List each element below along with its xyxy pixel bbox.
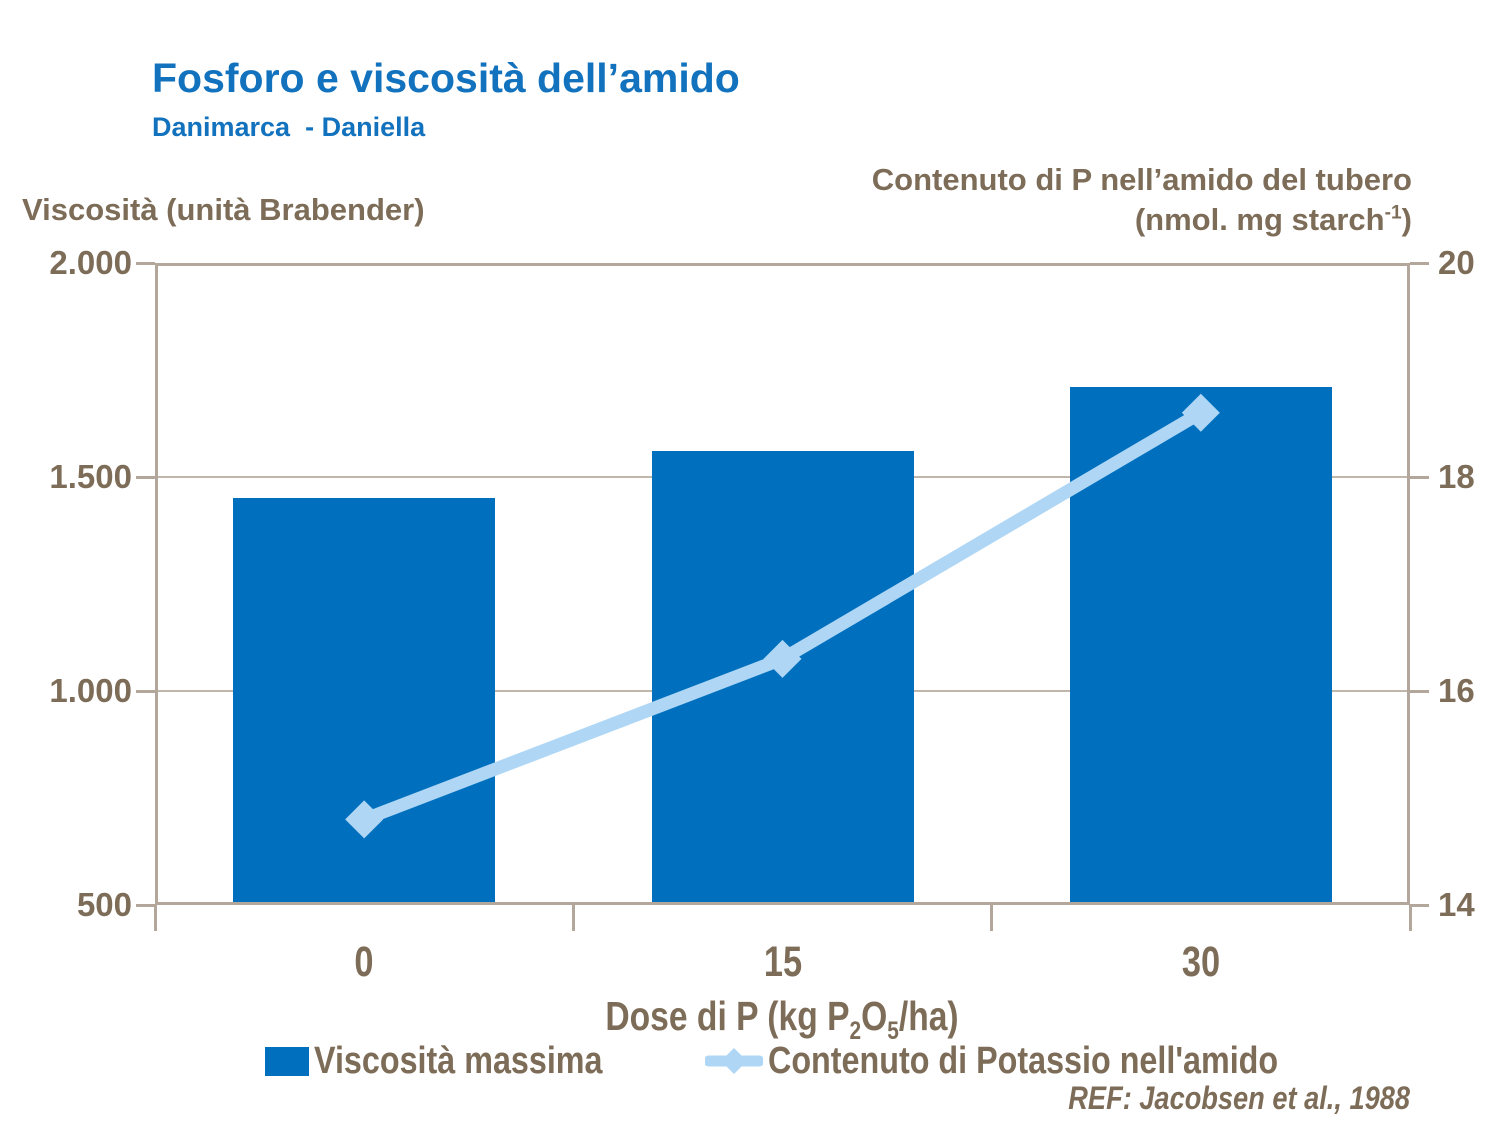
reference-citation: REF: Jacobsen et al., 1988 (1068, 1080, 1410, 1116)
legend-bar-swatch-icon (265, 1046, 309, 1076)
chart-subtitle: Danimarca - Daniella (152, 112, 426, 142)
legend-line-label: Contenuto di Potassio nell'amido (768, 1039, 1279, 1082)
left-tickmark (136, 903, 155, 907)
right-axis-title-line2: (nmol. mg starch-1) (1134, 202, 1412, 238)
left-tickmark (136, 689, 155, 693)
right-tickmark (1410, 689, 1429, 693)
left-tick-label-1.000: 1.000 (49, 672, 132, 709)
left-tick-label-2.000: 2.000 (49, 244, 132, 281)
right-tick-label-16: 16 (1438, 672, 1475, 709)
line-marker-30 (1181, 393, 1220, 432)
bar-15 (651, 451, 914, 905)
right-tickmark (1410, 475, 1429, 479)
right-axis-title-line1: Contenuto di P nell’amido del tubero (871, 162, 1412, 197)
bottom-tickmark (1408, 905, 1412, 931)
chart-title: Fosforo e viscosità dell’amido (152, 55, 740, 101)
legend-item-viscosita: Viscosità massima (265, 1039, 653, 1082)
left-axis-title: Viscosità (unità Brabender) (22, 192, 425, 227)
right-tickmark (1410, 903, 1429, 907)
left-tickmark (136, 261, 155, 265)
right-tick-label-18: 18 (1438, 458, 1475, 495)
legend-line-marker-icon (705, 1048, 763, 1074)
bottom-tickmark (153, 905, 157, 931)
right-tick-label-20: 20 (1438, 244, 1475, 281)
bar-30 (1069, 387, 1332, 905)
x-axis-title: Dose di P (kg P2O5/ha) (605, 993, 959, 1046)
line-series (345, 393, 1220, 839)
bottom-tickmark (571, 905, 575, 931)
legend-item-potassio: Contenuto di Potassio nell'amido (705, 1039, 1368, 1082)
x-tick-label-15: 15 (763, 938, 802, 986)
bottom-tickmark (990, 905, 994, 931)
line-marker-15 (763, 639, 802, 678)
line-marker-0 (345, 800, 384, 839)
x-tick-label-0: 0 (354, 938, 374, 986)
left-tick-label-1.500: 1.500 (49, 458, 132, 495)
right-tickmark (1410, 261, 1429, 265)
plot-area (155, 263, 1410, 905)
left-tickmark (136, 475, 155, 479)
left-tick-label-500: 500 (76, 886, 132, 923)
legend-bar-label: Viscosità massima (314, 1039, 603, 1082)
x-tick-label-30: 30 (1181, 938, 1220, 986)
right-tick-label-14: 14 (1438, 886, 1475, 923)
right-axis-title: Contenuto di P nell’amido del tubero (nm… (872, 160, 1412, 241)
